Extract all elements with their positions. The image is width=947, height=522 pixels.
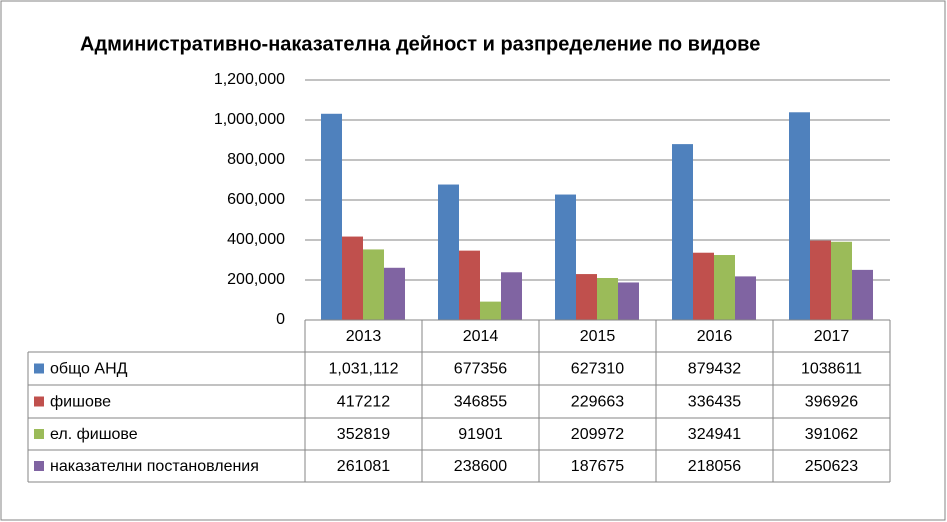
bar	[693, 252, 714, 320]
table-cell: 352819	[337, 426, 390, 443]
bar	[618, 282, 639, 320]
bar	[735, 276, 756, 320]
table-cell: 336435	[688, 394, 741, 411]
legend-swatch	[34, 461, 44, 471]
y-tick-label: 0	[276, 311, 285, 328]
bar	[459, 250, 480, 320]
table-cell: 1,031,112	[329, 361, 399, 378]
y-tick-label: 1,000,000	[214, 111, 285, 128]
legend-swatch	[34, 396, 44, 407]
table-cell: 677356	[454, 361, 507, 378]
table-cell: 238600	[454, 458, 507, 475]
x-tick-label: 2017	[814, 328, 850, 345]
bar	[789, 112, 810, 320]
x-tick-label: 2014	[463, 328, 499, 345]
x-tick-label: 2013	[346, 328, 382, 345]
y-tick-label: 200,000	[227, 271, 285, 288]
y-tick-label: 600,000	[227, 191, 285, 208]
bar	[438, 184, 459, 320]
bar	[555, 194, 576, 320]
x-tick-label: 2016	[697, 328, 733, 345]
table-cell: 218056	[688, 458, 741, 475]
legend-label: фишове	[50, 394, 111, 411]
bar	[831, 241, 852, 320]
bar	[480, 301, 501, 320]
legend-label: наказателни постановления	[50, 458, 259, 475]
chart-title: Административно-наказателна дейност и ра…	[80, 33, 760, 55]
x-tick-label: 2015	[580, 328, 616, 345]
y-tick-label: 800,000	[227, 151, 285, 168]
table-cell: 391062	[805, 426, 858, 443]
bar	[852, 269, 873, 320]
bar	[321, 113, 342, 320]
y-tick-label: 1,200,000	[214, 71, 285, 88]
legend-swatch	[34, 429, 44, 439]
table-cell: 417212	[337, 394, 390, 411]
y-tick-label: 400,000	[227, 231, 285, 248]
table-cell: 346855	[454, 394, 507, 411]
bar	[576, 274, 597, 320]
legend-swatch	[34, 363, 44, 374]
bar	[384, 267, 405, 320]
bar	[810, 240, 831, 320]
table-cell: 1038611	[801, 361, 862, 378]
bar	[672, 144, 693, 320]
table-cell: 91901	[458, 426, 503, 443]
table-cell: 187675	[571, 458, 624, 475]
table-cell: 250623	[805, 458, 858, 475]
legend-label: ел. фишове	[50, 426, 138, 443]
bar	[714, 255, 735, 320]
table-cell: 396926	[805, 394, 858, 411]
table-cell: 261081	[337, 458, 390, 475]
table-cell: 209972	[571, 426, 624, 443]
table-cell: 324941	[688, 426, 741, 443]
legend-label: общо АНД	[50, 361, 128, 378]
table-cell: 879432	[688, 361, 741, 378]
table-cell: 627310	[571, 361, 624, 378]
table-cell: 229663	[571, 394, 624, 411]
bar	[342, 236, 363, 320]
bar	[501, 272, 522, 320]
bar	[597, 278, 618, 320]
bar	[363, 249, 384, 320]
